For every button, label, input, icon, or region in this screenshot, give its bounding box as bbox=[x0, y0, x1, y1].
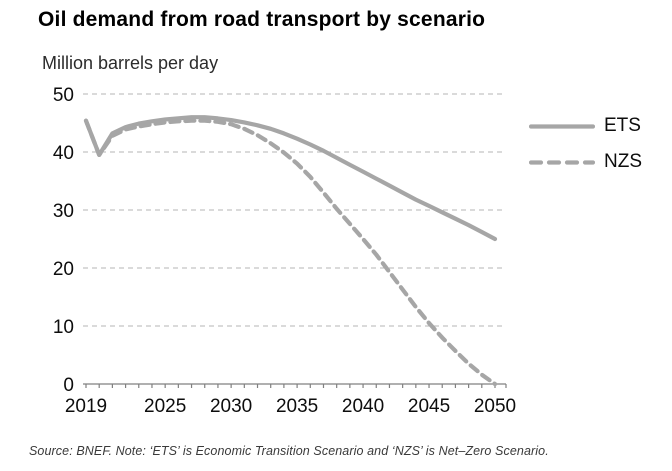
legend-label-nzs: NZS bbox=[604, 151, 642, 172]
chart-title: Oil demand from road transport by scenar… bbox=[38, 8, 486, 31]
y-tick-label: 40 bbox=[53, 143, 74, 164]
y-tick-label: 50 bbox=[53, 85, 74, 106]
x-tick-label: 2025 bbox=[144, 396, 186, 417]
y-tick-label: 20 bbox=[53, 259, 74, 280]
y-tick-label: 0 bbox=[63, 375, 74, 396]
nzs-line-swatch bbox=[529, 159, 595, 165]
x-tick-label: 2040 bbox=[342, 396, 384, 417]
legend-item-nzs: NZS bbox=[529, 151, 642, 173]
legend-item-ets: ETS bbox=[529, 115, 642, 137]
series-line-nzs bbox=[83, 118, 498, 387]
legend-label-ets: ETS bbox=[604, 115, 641, 136]
x-tick-label: 2045 bbox=[408, 396, 450, 417]
x-tick-label: 2035 bbox=[276, 396, 318, 417]
x-tick-label: 2030 bbox=[210, 396, 252, 417]
legend: ETS NZS bbox=[529, 115, 642, 173]
y-tick-label: 30 bbox=[53, 201, 74, 222]
x-tick-label: 2050 bbox=[474, 396, 516, 417]
x-tick-label: 2019 bbox=[65, 396, 107, 417]
source-note: Source: BNEF. Note: ‘ETS’ is Economic Tr… bbox=[29, 444, 549, 458]
ets-line-swatch bbox=[529, 123, 595, 129]
y-tick-label: 10 bbox=[53, 317, 74, 338]
series-line-ets bbox=[83, 115, 498, 242]
y-axis-units-label: Million barrels per day bbox=[42, 53, 219, 73]
